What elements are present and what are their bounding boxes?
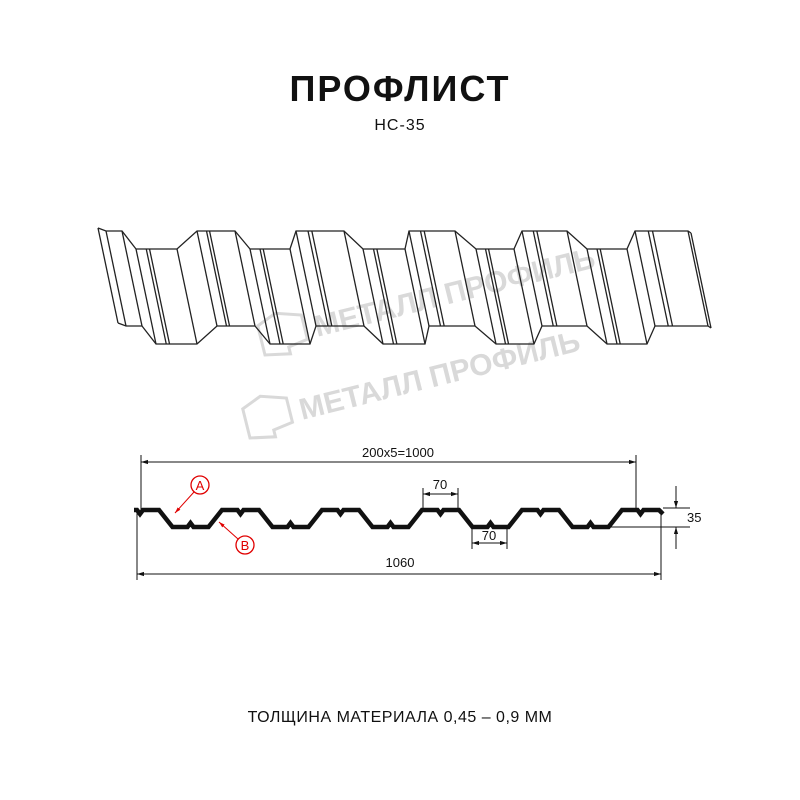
sheet-fold-line [404, 248, 426, 345]
sheet-fold-line [634, 230, 656, 327]
marker-a-label: A [196, 478, 205, 493]
dimension-height-label: 35 [687, 510, 701, 525]
sheet-rib-line [311, 230, 333, 327]
sheet-fold-line [234, 230, 256, 327]
sheet-fold-line [626, 248, 648, 345]
dimension-1000-label: 200x5=1000 [362, 445, 434, 460]
sheet-fold-line [362, 248, 384, 345]
sheet-rib-line [148, 248, 171, 345]
sheet-fold-line [475, 248, 497, 345]
sheet-rib-line [651, 230, 674, 327]
sheet-fold-line [196, 230, 218, 327]
sheet-rib-line [596, 248, 618, 345]
sheet-rib-line [599, 248, 621, 345]
sheet-fold-line [249, 248, 271, 345]
sheet-rib-line [376, 248, 398, 345]
sheet-fold-line [343, 230, 365, 327]
sheet-fold-line [408, 230, 430, 327]
dimension-height [610, 486, 690, 549]
profile-cross-section [134, 507, 665, 530]
sheet-isometric-view [97, 227, 712, 345]
sheet-fold-line [566, 230, 588, 327]
marker-a: A [174, 475, 210, 514]
sheet-fold-line [586, 248, 608, 345]
model-subtitle: НС-35 [374, 117, 426, 134]
dimension-bottom-flat [471, 528, 508, 549]
sheet-rib-line [208, 230, 231, 327]
sheet-fold-line [135, 248, 157, 345]
sheet-fold-line [687, 230, 709, 327]
sheet-fold-line [289, 248, 311, 345]
sheet-rib-line [205, 230, 228, 327]
sheet-bottom-edge [117, 322, 712, 345]
sheet-fold-line [690, 232, 712, 329]
sheet-rib-line [419, 230, 442, 327]
page-title: ПРОФЛИСТ [289, 68, 511, 109]
sheet-rib-line [423, 230, 445, 327]
sheet-rib-line [145, 248, 167, 345]
watermark-text-bottom: МЕТАЛЛ ПРОФИЛЬ [296, 325, 584, 427]
sheet-rib-line [647, 230, 669, 327]
sheet-fold-line [97, 227, 119, 324]
dimension-top-flat-label: 70 [433, 477, 447, 492]
sheet-top-edge [97, 227, 692, 250]
dimension-bottom-flat-label: 70 [482, 528, 496, 543]
marker-b: B [218, 521, 255, 555]
sheet-rib-line [372, 248, 395, 345]
dimension-1060-label: 1060 [386, 555, 415, 570]
sheet-fold-line [454, 230, 476, 327]
sheet-fold-line [121, 230, 143, 327]
sheet-fold-line [513, 248, 535, 345]
sheet-rib-line [487, 248, 510, 345]
watermark-text-top: МЕТАЛЛ ПРОФИЛЬ [311, 242, 599, 344]
dimension-top-flat [422, 488, 459, 508]
marker-b-label: B [241, 538, 250, 553]
sheet-rib-line [484, 248, 507, 345]
sheet-rib-line [536, 230, 558, 327]
sheet-rib-line [532, 230, 554, 327]
sheet-fold-line [295, 230, 317, 327]
sheet-fold-line [521, 230, 543, 327]
sheet-rib-line [262, 248, 284, 345]
sheet-fold-line [105, 230, 127, 327]
sheet-fold-line [176, 248, 198, 345]
sheet-rib-line [307, 230, 329, 327]
dimension-1060 [136, 512, 662, 580]
dimension-1000 [140, 455, 637, 512]
material-thickness-label: ТОЛЩИНА МАТЕРИАЛА 0,45 – 0,9 ММ [247, 709, 553, 726]
sheet-rib-line [259, 248, 281, 345]
